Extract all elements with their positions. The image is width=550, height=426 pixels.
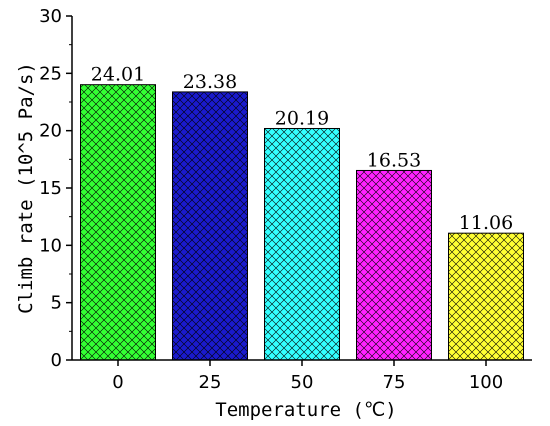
y-tick-label-25: 25 — [39, 63, 62, 84]
bar-0 — [80, 84, 156, 361]
x-tick-label-50: 50 — [291, 372, 314, 393]
x-tick-label-100: 100 — [469, 372, 503, 393]
bar-50 — [264, 127, 340, 361]
y-tick-label-10: 10 — [39, 235, 62, 256]
x-tick-label-25: 25 — [199, 372, 222, 393]
y-axis: 0 5 10 15 20 25 30 — [39, 6, 73, 371]
value-label-25: 23.38 — [183, 71, 237, 93]
bar-75 — [356, 169, 432, 361]
value-label-0: 24.01 — [91, 64, 145, 86]
value-label-75: 16.53 — [367, 149, 421, 171]
y-tick-label-30: 30 — [39, 6, 62, 27]
y-tick-label-0: 0 — [51, 350, 62, 371]
value-label-100: 11.06 — [459, 212, 513, 234]
x-tick-label-0: 0 — [112, 372, 123, 393]
y-tick-label-5: 5 — [51, 293, 62, 314]
x-axis: 0 25 50 75 100 — [72, 359, 532, 393]
x-axis-title: Temperature (℃) — [215, 399, 396, 421]
value-label-50: 20.19 — [275, 107, 329, 129]
value-labels-group: 24.01 23.38 20.19 16.53 11.06 — [91, 64, 513, 234]
bar-25 — [172, 91, 248, 361]
bar-100 — [448, 232, 524, 361]
y-axis-title: Climb rate (10^5 Pa/s) — [15, 62, 37, 314]
y-tick-label-20: 20 — [39, 121, 62, 142]
bars-group — [80, 84, 524, 361]
y-tick-label-15: 15 — [39, 178, 62, 199]
x-tick-label-75: 75 — [383, 372, 406, 393]
